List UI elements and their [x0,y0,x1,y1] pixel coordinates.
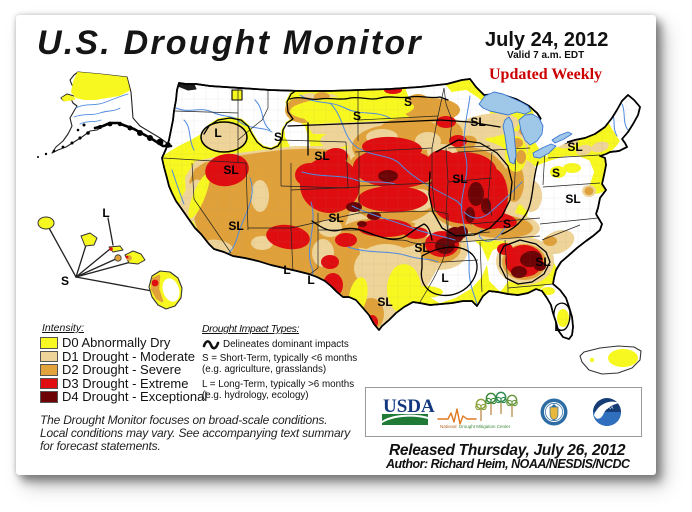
svg-text:National: National [440,424,457,429]
svg-text:SL: SL [377,295,392,309]
svg-text:Drought Mitigation Center: Drought Mitigation Center [459,424,511,429]
svg-text:SL: SL [470,115,485,129]
svg-text:S: S [404,95,412,109]
svg-text:SL: SL [314,149,329,163]
svg-text:S: S [61,274,69,288]
svg-text:L: L [214,126,221,140]
svg-text:S: S [552,166,560,180]
svg-text:L: L [441,271,448,285]
svg-text:SL: SL [535,255,550,269]
svg-text:SL: SL [414,241,429,255]
svg-text:SL: SL [452,172,467,186]
svg-text:SL: SL [328,211,343,225]
svg-text:L: L [307,273,314,287]
svg-text:L: L [554,320,561,334]
svg-text:NOAA: NOAA [601,405,614,410]
svg-text:S: S [274,130,282,144]
svg-text:S: S [503,217,511,231]
svg-text:S: S [353,109,361,123]
svg-text:SL: SL [223,163,238,177]
svg-text:SL: SL [228,219,243,233]
svg-text:USDA: USDA [383,396,435,417]
svg-text:SL: SL [567,140,582,154]
svg-text:L: L [102,206,109,220]
svg-text:SL: SL [565,192,580,206]
svg-text:L: L [283,263,290,277]
